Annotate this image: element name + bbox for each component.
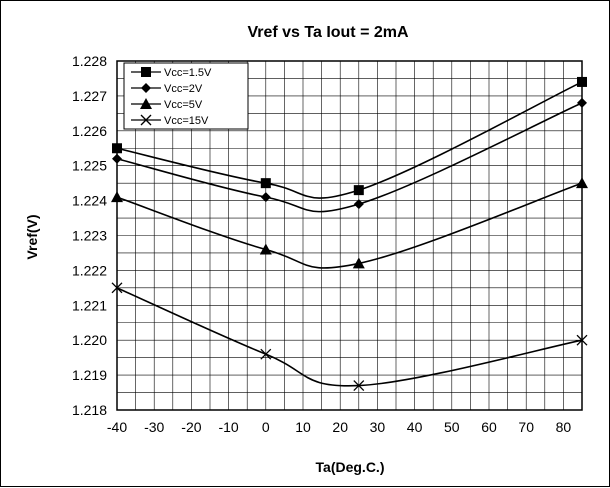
data-point: [577, 97, 587, 108]
y-tick-label: 1.218: [72, 402, 107, 418]
y-tick-label: 1.221: [72, 297, 107, 313]
data-point: [112, 153, 122, 164]
legend-entry: Vcc=2V: [131, 83, 203, 95]
y-tick-label: 1.225: [72, 158, 107, 174]
data-point: [577, 76, 587, 87]
y-axis-ticks: 1.218 1.219 1.220 1.221 1.222 1.223 1.224 1.225…: [72, 53, 107, 418]
legend-label: Vcc=2V: [164, 83, 203, 95]
x-tick-label: 10: [295, 419, 311, 435]
x-tick-label: -30: [144, 419, 164, 435]
marker-stroke: [260, 348, 272, 360]
legend-label: Vcc=1.5V: [164, 67, 212, 79]
data-point: [576, 177, 588, 189]
x-tick-label: 80: [556, 419, 572, 435]
data-point: [353, 380, 365, 392]
data-point: [111, 191, 123, 203]
y-tick-label: 1.228: [72, 53, 107, 69]
legend-marker: [140, 98, 152, 109]
legend-marker: [141, 67, 151, 77]
y-tick-label: 1.227: [72, 88, 107, 104]
series-triangle: [111, 177, 588, 269]
marker-stroke: [111, 282, 123, 294]
series-diamond: [112, 97, 587, 213]
data-point: [260, 178, 271, 189]
y-tick-label: 1.222: [72, 262, 107, 278]
x-tick-label: 30: [370, 419, 386, 435]
data-point: [260, 192, 271, 203]
plot-area: [116, 60, 583, 411]
legend-entry: Vcc=1.5V: [131, 67, 212, 79]
chart-title: Vref vs Ta Iout = 2mA: [247, 24, 409, 41]
x-tick-label: 60: [481, 419, 497, 435]
x-axis-ticks: -40 -30 -20 -10 0 10 20 30 40 50 60 70 80: [107, 419, 572, 435]
data-point: [260, 348, 272, 360]
x-tick-label: 50: [444, 419, 460, 435]
series-square: [112, 76, 587, 199]
y-tick-label: 1.219: [72, 367, 107, 383]
series-x: [111, 282, 588, 392]
legend-entry: Vcc=5V: [131, 98, 203, 111]
legend-marker: [140, 114, 152, 126]
x-tick-label: 40: [407, 419, 423, 435]
x-axis-label: Ta(Deg.C.): [316, 459, 385, 475]
x-tick-label: 70: [518, 419, 534, 435]
y-tick-label: 1.220: [72, 332, 107, 348]
data-point: [352, 257, 365, 269]
y-tick-label: 1.223: [72, 228, 107, 244]
data-point: [576, 334, 588, 346]
data-point: [259, 243, 272, 255]
marker-stroke: [140, 114, 152, 126]
series-line: [116, 182, 583, 269]
legend-label: Vcc=15V: [164, 115, 209, 127]
data-point: [353, 199, 364, 210]
data-point: [111, 282, 123, 294]
legend-marker: [141, 83, 151, 93]
series-line: [116, 81, 583, 199]
x-tick-label: -10: [218, 419, 238, 435]
series: [111, 76, 588, 392]
series-line: [116, 287, 583, 387]
marker-stroke: [353, 380, 365, 392]
x-tick-label: 20: [332, 419, 348, 435]
data-point: [353, 185, 364, 196]
legend-label: Vcc=5V: [164, 99, 203, 111]
y-tick-label: 1.224: [72, 193, 107, 209]
data-point: [112, 143, 122, 154]
series-line: [116, 102, 583, 213]
y-tick-label: 1.226: [72, 123, 107, 139]
x-tick-label: 0: [262, 419, 270, 435]
marker-stroke: [576, 334, 588, 346]
legend-entry: Vcc=15V: [131, 114, 209, 127]
legend: Vcc=1.5V Vcc=2V Vcc=5V Vcc=15V: [123, 62, 249, 130]
x-tick-label: -40: [107, 419, 127, 435]
y-axis-label: Vref(V): [24, 214, 40, 259]
x-tick-label: -20: [181, 419, 201, 435]
